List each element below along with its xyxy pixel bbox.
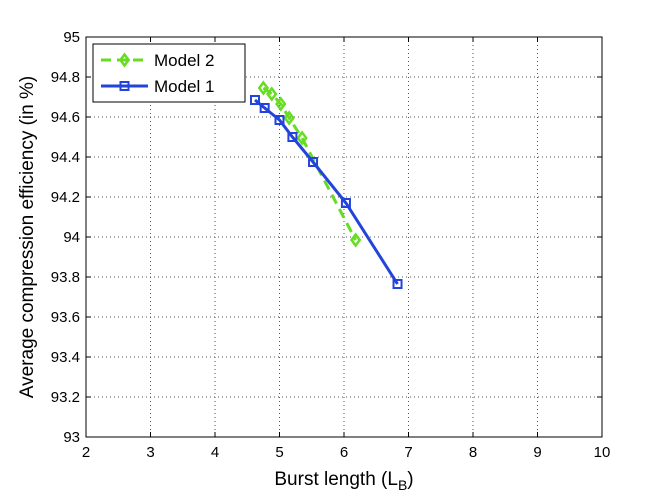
x-tick-label: 6 [340, 444, 348, 461]
legend-label: Model 2 [154, 51, 214, 70]
y-tick-label: 93.2 [51, 389, 80, 406]
legend-item: Model 2 [101, 51, 214, 70]
data-point-marker [287, 132, 298, 142]
y-tick-label: 93.6 [51, 309, 80, 326]
series-line [254, 98, 399, 285]
data-point-marker [340, 198, 351, 208]
data-point-marker [275, 96, 287, 112]
series-model-1 [249, 95, 403, 289]
y-tick-label: 93 [63, 429, 80, 446]
legend-marker [119, 81, 130, 91]
x-tick-label: 2 [82, 444, 90, 461]
x-tick-label: 4 [211, 444, 219, 461]
x-tick-label: 9 [533, 444, 541, 461]
y-axis-label: Average compression efficiency (in %) [17, 76, 38, 398]
legend-marker [118, 52, 131, 68]
y-tick-label: 94.2 [51, 189, 80, 206]
data-point-marker [259, 103, 270, 113]
y-tick-label: 94.6 [51, 109, 80, 126]
grid-lines [86, 37, 602, 437]
series-model-2 [257, 80, 362, 248]
series-line [262, 86, 357, 241]
data-point-marker [296, 130, 308, 146]
x-tick-label: 5 [275, 444, 283, 461]
series-layer [249, 80, 403, 289]
y-tick-label: 94 [63, 229, 80, 246]
data-point-marker [249, 95, 260, 105]
y-tick-label: 94.4 [51, 149, 80, 166]
x-tick-label: 3 [146, 444, 154, 461]
legend-label: Model 1 [154, 77, 214, 96]
legend-items: Model 2 Model 1 [101, 51, 214, 96]
x-tick-label: 7 [404, 444, 412, 461]
x-tick-label: 8 [469, 444, 477, 461]
x-axis-label-subscript: B [398, 477, 407, 493]
legend-item: Model 1 [101, 77, 214, 96]
data-point-marker [274, 115, 285, 125]
x-axis-label: Burst length (LB) [274, 469, 413, 493]
legend: Model 2 Model 1 [92, 43, 246, 103]
data-point-marker [266, 86, 278, 102]
x-tick-label: 10 [594, 444, 611, 461]
data-point-marker [283, 110, 295, 126]
data-point-marker [257, 80, 270, 96]
data-point-marker [392, 279, 403, 289]
y-tick-label: 93.8 [51, 269, 80, 286]
x-axis-label-main: Burst length (L [274, 469, 398, 490]
axis-ticks: 2 3 4 5 6 7 8 9 10 93 93.2 93.4 93.6 93.8 94 94.2 94.4 94… [51, 29, 611, 461]
y-tick-label: 94.8 [51, 69, 80, 86]
data-point-marker [349, 232, 362, 248]
data-point-marker [308, 157, 319, 167]
y-tick-label: 93.4 [51, 349, 80, 366]
x-axis-label-suffix: ) [407, 469, 413, 490]
y-tick-label: 95 [63, 29, 80, 46]
legend-box [92, 43, 246, 103]
